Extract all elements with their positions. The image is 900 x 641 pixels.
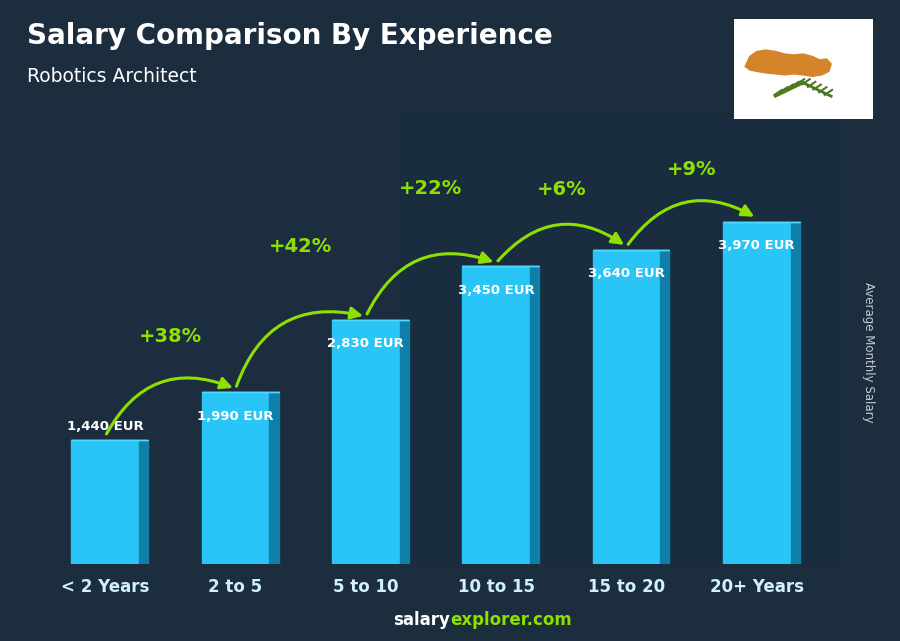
Polygon shape [661,250,670,564]
Text: 3,450 EUR: 3,450 EUR [458,283,535,297]
Polygon shape [530,267,539,564]
Polygon shape [791,222,800,564]
Text: +6%: +6% [536,180,586,199]
Text: explorer.com: explorer.com [450,612,572,629]
Text: 2,830 EUR: 2,830 EUR [328,337,404,350]
Text: +22%: +22% [400,179,463,198]
Text: 3,970 EUR: 3,970 EUR [718,238,795,252]
Text: 1,990 EUR: 1,990 EUR [197,410,274,422]
Polygon shape [269,392,278,564]
Text: +9%: +9% [667,160,716,179]
Polygon shape [202,392,269,564]
Polygon shape [71,440,140,564]
Polygon shape [745,50,832,76]
Text: Average Monthly Salary: Average Monthly Salary [862,282,875,423]
Polygon shape [723,222,791,564]
Polygon shape [463,267,530,564]
Polygon shape [592,250,661,564]
Text: Salary Comparison By Experience: Salary Comparison By Experience [27,22,553,51]
Polygon shape [332,320,400,564]
Text: 3,640 EUR: 3,640 EUR [588,267,665,280]
Text: salary: salary [393,612,450,629]
Text: +38%: +38% [139,327,202,345]
Text: +42%: +42% [269,237,332,256]
Polygon shape [400,320,409,564]
Text: Robotics Architect: Robotics Architect [27,67,196,87]
Polygon shape [140,440,148,564]
Text: 1,440 EUR: 1,440 EUR [67,420,144,433]
